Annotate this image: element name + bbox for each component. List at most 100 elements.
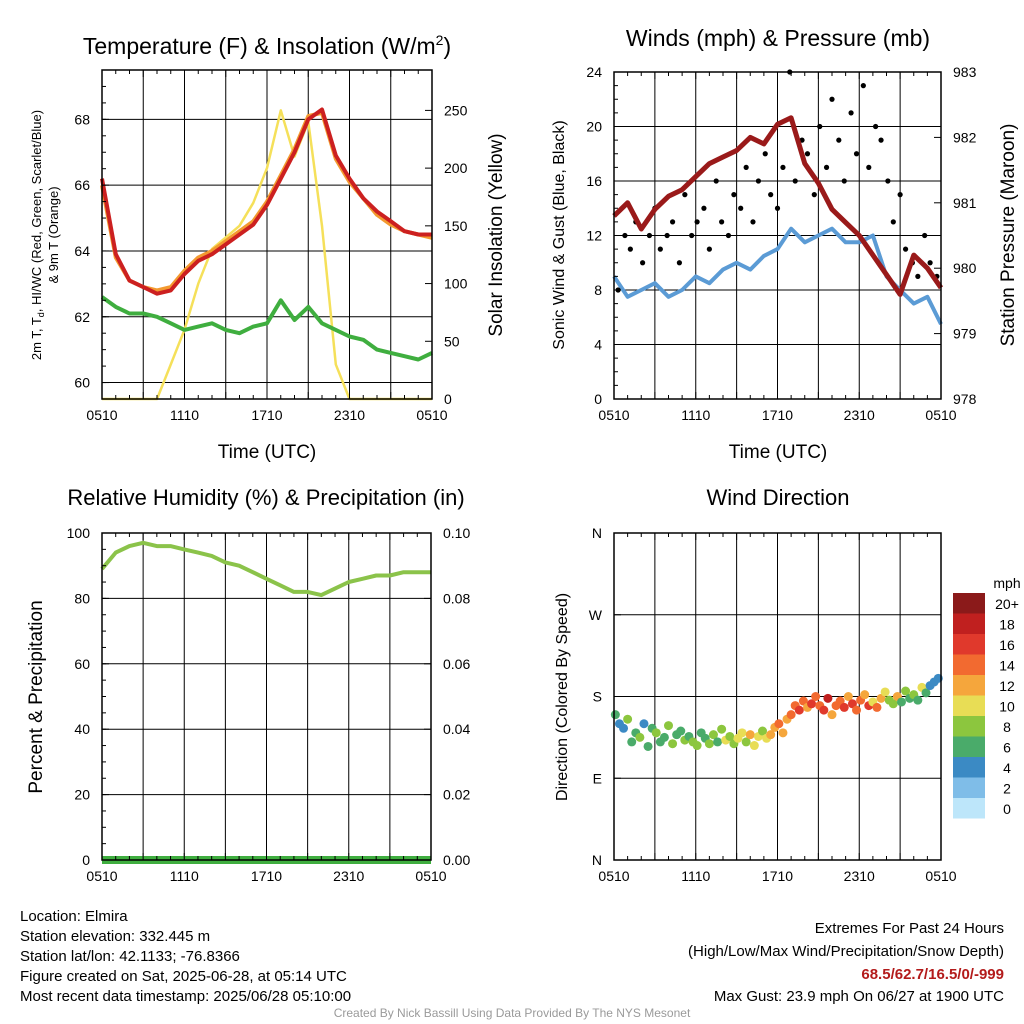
x-tick-label: 1110 [170, 868, 199, 884]
y2-tick-label: 978 [953, 391, 977, 407]
speed-legend-label: 4 [1003, 760, 1011, 776]
speed-legend-swatch [953, 798, 985, 819]
x-tick-label: 0510 [925, 868, 956, 884]
credit-line: Created By Nick Bassill Using Data Provi… [333, 1006, 691, 1020]
wind-direction-point [843, 692, 853, 701]
x-tick-label: 0510 [86, 868, 117, 884]
gust-point [768, 192, 774, 198]
x-tick-label: 2310 [844, 868, 875, 884]
speed-legend-label: 16 [999, 637, 1015, 653]
footer-recent: Most recent data timestamp: 2025/06/28 0… [20, 988, 352, 1005]
gust-point [719, 219, 725, 225]
gust-point [915, 273, 921, 279]
temperature-line-1 [100, 107, 432, 296]
x-tick-label: 2310 [333, 868, 364, 884]
gust-point [780, 164, 786, 170]
speed-legend-label: 20+ [995, 596, 1019, 612]
y2-tick-label: 979 [953, 326, 977, 342]
pressure-ylabel: Station Pressure (Maroon) [998, 124, 1019, 347]
gust-point [676, 260, 683, 266]
y2-tick-label: 0.06 [443, 656, 470, 672]
footer-created: Figure created on Sat, 2025-06-28, at 05… [20, 968, 347, 985]
y-tick-label: 20 [586, 119, 602, 135]
speed-legend: 20+ 18 16 14 12 10 8 6 4 2 0 [953, 593, 1019, 819]
temperature-line-2 [100, 295, 433, 362]
wind-direction-point [643, 741, 653, 751]
extremes-values: 68.5/62.7/16.5/0/-999 [861, 966, 1004, 983]
speed-legend-swatch [953, 777, 985, 798]
wind-direction-point [819, 705, 829, 715]
pressure-line [612, 115, 944, 297]
speed-legend-label: 18 [999, 617, 1015, 633]
gust-point [743, 164, 749, 170]
x-tick-label: 0510 [415, 868, 446, 884]
y2-tick-label: 981 [953, 195, 977, 211]
wind-direction-point [794, 705, 804, 715]
gust-point [646, 232, 653, 239]
y-tick-label: 62 [74, 309, 90, 325]
wind-direction-point [847, 699, 857, 709]
gust-point [657, 246, 663, 252]
gust-point [873, 123, 879, 130]
y-tick-label: 0 [594, 391, 602, 407]
footer-latlon: Station lat/lon: 42.1133; -76.8366 [20, 948, 240, 965]
wind-direction-title: Wind Direction [706, 485, 849, 510]
wind-direction-point [623, 714, 633, 724]
speed-legend-label: 12 [999, 678, 1015, 694]
gust-point [829, 96, 835, 102]
gust-point [627, 246, 633, 252]
temperature-title: Temperature (F) & Insolation (W/m2) [83, 32, 451, 59]
wind-direction-points [610, 673, 943, 751]
wind-direction-point [737, 728, 747, 738]
gust-point [922, 232, 928, 239]
wind-direction-point [659, 732, 669, 742]
gust-point [817, 123, 823, 130]
x-tick-label: 2310 [844, 407, 875, 423]
wind-direction-point [639, 719, 649, 729]
gust-point [664, 232, 670, 239]
wind-direction-point [610, 710, 620, 720]
wind-direction-point [758, 726, 768, 736]
gust-point [669, 219, 676, 225]
winds-title: Winds (mph) & Pressure (mb) [626, 25, 930, 51]
wind-direction-point [823, 693, 833, 703]
wind-direction-point [876, 693, 886, 703]
gust-point [860, 83, 866, 89]
wind-direction-point [664, 721, 673, 731]
speed-legend-label: 10 [999, 699, 1015, 715]
speed-legend-swatch [953, 757, 985, 778]
gust-point [804, 151, 811, 157]
x-tick-label: 0510 [86, 407, 117, 423]
gust-point [774, 205, 781, 211]
y2-tick-label: 980 [953, 260, 977, 276]
y2-tick-label: 982 [953, 129, 977, 145]
gust-point [706, 246, 712, 252]
gust-point [890, 219, 896, 225]
gust-point [902, 246, 909, 252]
humidity-grid [102, 533, 431, 860]
wind-direction-point [913, 695, 923, 705]
wind-direction-point [852, 705, 862, 715]
gust-point [823, 164, 830, 170]
y-tick-label: 64 [74, 243, 90, 259]
y2-tick-label: 0 [444, 391, 452, 407]
humidity-ylabel: Percent & Precipitation [26, 600, 47, 793]
wind-direction-point [676, 726, 686, 736]
speed-legend-label: 8 [1003, 719, 1011, 735]
x-tick-label: 2310 [334, 407, 365, 423]
winds-grid [614, 72, 941, 399]
wind-direction-point [717, 724, 727, 734]
y-tick-label: 60 [74, 656, 90, 672]
gust-point [811, 192, 817, 198]
wind-direction-point [888, 699, 898, 709]
y-tick-label: 24 [586, 64, 602, 80]
speed-legend-swatch [953, 593, 985, 614]
extremes-subtitle: (High/Low/Max Wind/Precipitation/Snow De… [688, 943, 1004, 960]
y-tick-label: 12 [586, 228, 602, 244]
speed-legend-swatch [953, 654, 985, 675]
x-tick-label: 0510 [598, 868, 629, 884]
wind-direction-point [749, 741, 759, 751]
